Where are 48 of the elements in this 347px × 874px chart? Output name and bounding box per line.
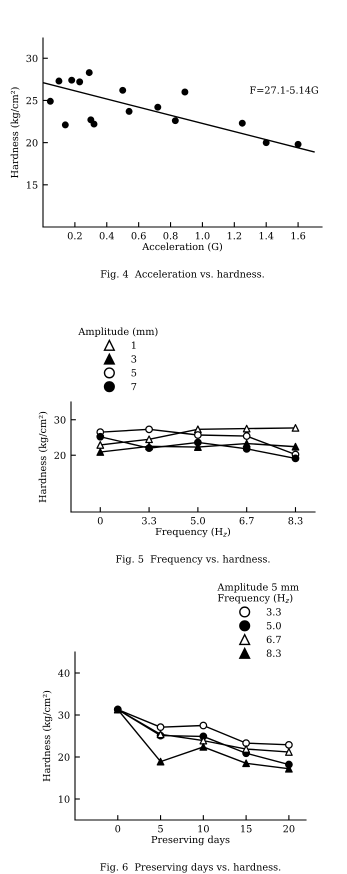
- y-tick-label: 25: [26, 96, 38, 104]
- y-tick-label: 15: [26, 181, 38, 189]
- annotation: F=27.1-5.14G: [250, 86, 318, 94]
- y-tick-label: 30: [58, 711, 70, 719]
- x-tick-label: 1.6: [292, 232, 306, 240]
- x-tick-label: 1.2: [228, 232, 242, 240]
- y-tick-label: 20: [26, 139, 38, 146]
- x-tick-label: 5.0: [190, 517, 205, 524]
- y-tick-label: 10: [58, 795, 70, 803]
- x-tick-label: 0.2: [68, 232, 82, 240]
- x-tick-label: 0.8: [163, 232, 178, 240]
- x-tick-label: 0.4: [100, 232, 114, 240]
- legend-label: 7: [132, 382, 136, 390]
- x-tick-label: 20: [283, 825, 294, 832]
- legend-label: 6.7: [266, 636, 281, 644]
- x-tick-label: 8.3: [288, 517, 302, 524]
- legend-label: 5.0: [266, 622, 281, 630]
- y-axis-title: Hardness (kg/cm²): [10, 87, 20, 178]
- x-tick-label: 1.4: [260, 232, 274, 240]
- y-tick-label: 30: [54, 416, 66, 424]
- legend-title: Amplitude 5 mm Frequency (H$_{z}$): [217, 583, 299, 604]
- y-axis-title: Hardness (kg/cm²): [42, 690, 52, 782]
- y-tick-label: 30: [26, 54, 38, 62]
- y-tick-label: 40: [58, 669, 70, 677]
- x-axis-title: Acceleration (G): [142, 242, 222, 252]
- legend-label: 3: [131, 355, 136, 363]
- legend-label: 5: [132, 369, 136, 376]
- x-tick-label: 10: [198, 825, 209, 832]
- x-tick-label: 5: [158, 825, 163, 832]
- caption: Fig. 5 Frequency vs. hardness.: [116, 555, 270, 565]
- x-axis-title: Frequency (H$_{z}$): [156, 528, 230, 538]
- x-axis-title: Preserving days: [152, 836, 230, 846]
- legend-label: 3.3: [266, 608, 281, 616]
- x-tick-label: 0: [115, 825, 120, 832]
- x-tick-label: 6.7: [240, 517, 254, 524]
- legend-label: 8.3: [266, 650, 281, 657]
- y-tick-label: 20: [58, 753, 70, 761]
- caption: Fig. 4 Acceleration vs. hardness.: [100, 270, 264, 280]
- caption: Fig. 6 Preserving days vs. hardness.: [100, 863, 280, 873]
- x-tick-label: 0.6: [132, 232, 146, 240]
- legend-title: Amplitude (mm): [78, 328, 158, 337]
- x-tick-label: 0: [98, 517, 103, 524]
- y-axis-title: Hardness (kg/cm²): [38, 412, 48, 502]
- x-tick-label: 3.3: [142, 517, 156, 524]
- y-tick-label: 20: [54, 452, 66, 460]
- x-tick-label: 15: [241, 825, 252, 832]
- x-tick-label: 1.0: [196, 232, 210, 240]
- legend-label: 1: [132, 342, 136, 349]
